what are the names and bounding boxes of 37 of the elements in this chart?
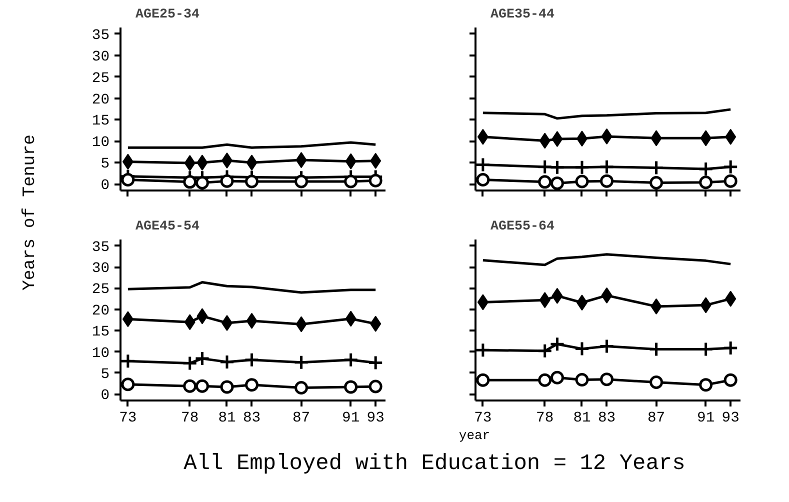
chart-title: AGE35-44 bbox=[490, 8, 554, 22]
y-tick-label: 15 bbox=[92, 114, 110, 130]
x-tick-label: 87 bbox=[648, 410, 666, 426]
text: All Employed with Education = 12 Years bbox=[184, 451, 686, 476]
chart-title: AGE55-64 bbox=[490, 220, 554, 234]
x-tick-label: 78 bbox=[536, 410, 554, 426]
y-tick-label: 15 bbox=[92, 324, 110, 341]
y-tick-label: 10 bbox=[92, 135, 110, 152]
y-tick-label: 35 bbox=[92, 28, 110, 44]
y-tick-label: 0 bbox=[100, 178, 110, 194]
y-tick-label: 20 bbox=[92, 303, 110, 320]
chart-title: AGE25-34 bbox=[136, 8, 200, 22]
y-tick-label: 25 bbox=[92, 70, 110, 87]
y-tick-label: 0 bbox=[100, 388, 110, 404]
x-tick-label: 93 bbox=[722, 410, 740, 426]
y-tick-label: 30 bbox=[92, 49, 110, 66]
x-tick-label: 81 bbox=[573, 410, 591, 426]
y-tick-label: 25 bbox=[92, 282, 110, 298]
chart-title: AGE45-54 bbox=[136, 220, 200, 234]
x-tick-label: 73 bbox=[474, 410, 492, 426]
y-tick-label: 35 bbox=[92, 240, 110, 256]
x-tick-label: 83 bbox=[242, 410, 261, 426]
y-tick-label: 20 bbox=[92, 92, 110, 108]
y-axis-title: Years of Tenure bbox=[21, 134, 40, 290]
x-tick-label: 83 bbox=[598, 410, 616, 426]
x-tick-label: 91 bbox=[342, 410, 360, 426]
y-tick-label: 30 bbox=[92, 261, 110, 278]
x-tick-label: 78 bbox=[181, 410, 199, 426]
x-tick-label: 93 bbox=[366, 410, 384, 426]
x-tick-label: 87 bbox=[292, 410, 310, 426]
x-tick-label: 91 bbox=[697, 410, 715, 426]
x-tick-label: 73 bbox=[119, 410, 137, 426]
y-tick-label: 5 bbox=[100, 366, 110, 383]
x-tick-label: 81 bbox=[218, 410, 236, 426]
y-tick-label: 10 bbox=[92, 346, 110, 362]
y-tick-label: 5 bbox=[100, 156, 110, 173]
x-axis-title: year bbox=[458, 428, 490, 443]
